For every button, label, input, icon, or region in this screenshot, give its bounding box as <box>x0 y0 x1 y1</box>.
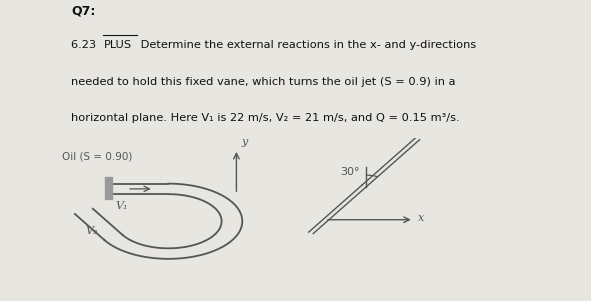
Text: y: y <box>241 138 248 147</box>
Text: Determine the external reactions in the x- and y-directions: Determine the external reactions in the … <box>137 40 476 51</box>
Text: horizontal plane. Here V₁ is 22 m/s, V₂ = 21 m/s, and Q = 0.15 m³/s.: horizontal plane. Here V₁ is 22 m/s, V₂ … <box>71 113 460 123</box>
Text: V₂: V₂ <box>85 226 98 236</box>
Text: needed to hold this fixed vane, which turns the oil jet (S = 0.9) in a: needed to hold this fixed vane, which tu… <box>71 76 456 87</box>
Text: Oil (S = 0.90): Oil (S = 0.90) <box>62 151 132 162</box>
Text: x: x <box>418 213 425 223</box>
Text: 6.23: 6.23 <box>71 40 100 51</box>
Text: V₁: V₁ <box>115 201 128 211</box>
Text: PLUS: PLUS <box>103 40 132 51</box>
Text: Q7:: Q7: <box>71 4 95 17</box>
Text: 30°: 30° <box>340 167 359 177</box>
